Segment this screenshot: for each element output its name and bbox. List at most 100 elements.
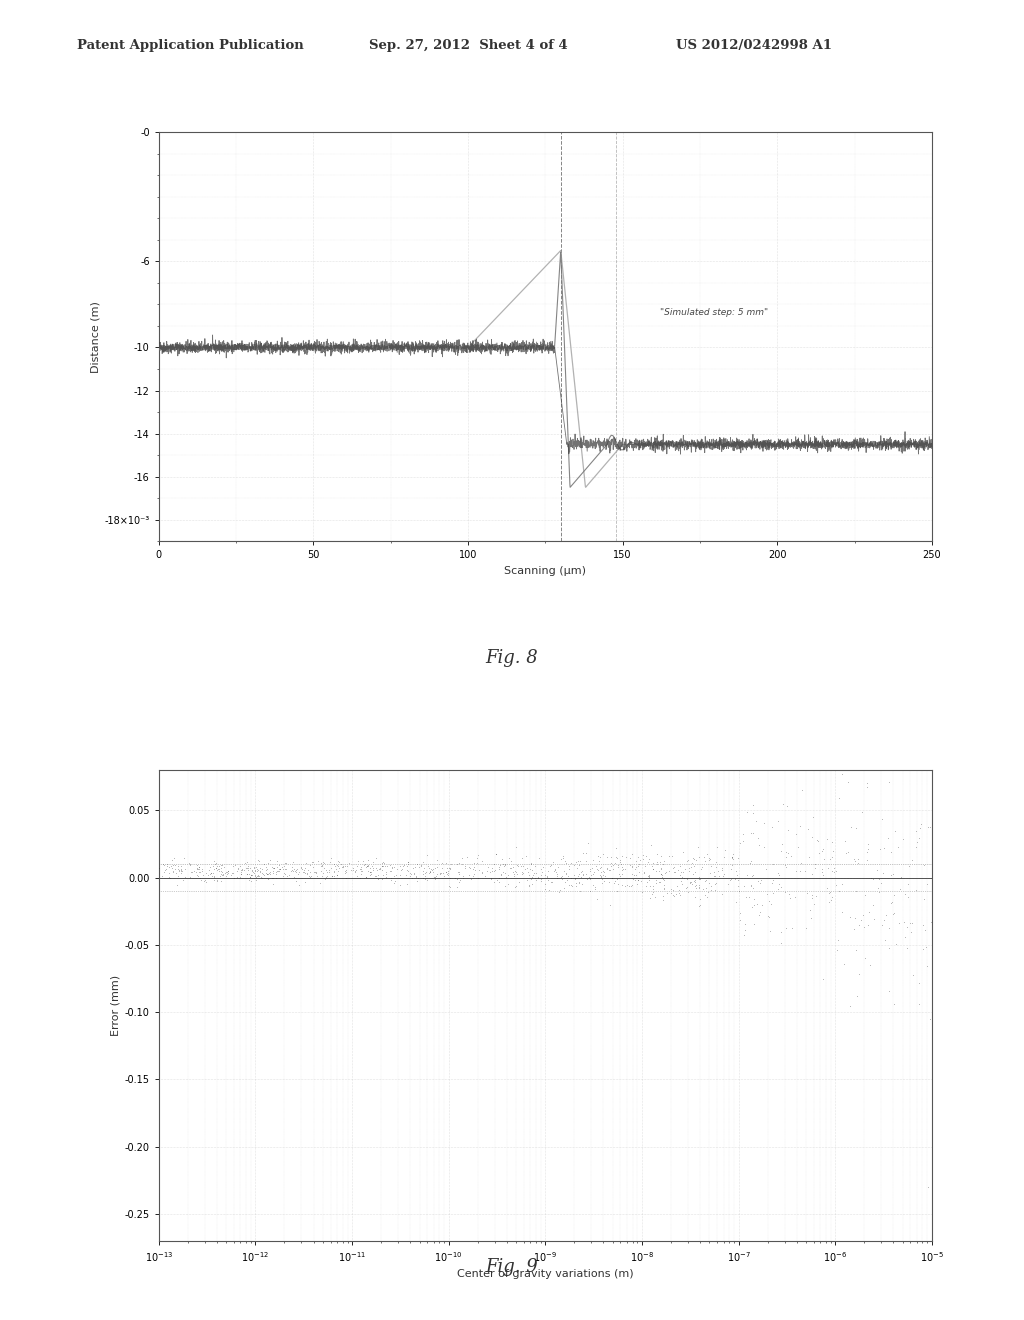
Point	[791, 836, 807, 857]
Point	[699, 886, 716, 907]
Point	[588, 855, 604, 876]
Point	[276, 863, 293, 884]
Point	[814, 969, 830, 990]
Point	[635, 845, 651, 866]
Point	[567, 851, 584, 873]
Point	[191, 861, 208, 882]
Point	[276, 862, 293, 883]
Point	[203, 862, 219, 883]
Point	[827, 743, 844, 764]
Point	[538, 865, 554, 886]
Point	[455, 867, 471, 888]
Point	[547, 859, 563, 880]
Point	[641, 875, 657, 896]
Point	[354, 861, 371, 882]
Point	[804, 863, 820, 884]
Point	[208, 853, 224, 874]
Point	[348, 855, 365, 876]
Point	[326, 853, 342, 874]
Point	[708, 851, 724, 873]
Point	[275, 859, 292, 880]
Point	[651, 871, 668, 892]
Point	[429, 849, 445, 870]
Point	[586, 862, 602, 883]
Point	[557, 853, 573, 874]
Point	[753, 873, 769, 894]
Point	[815, 849, 831, 870]
Point	[469, 843, 485, 865]
Point	[265, 862, 282, 883]
Point	[763, 894, 779, 915]
Point	[603, 853, 620, 874]
Point	[883, 892, 899, 913]
Point	[601, 894, 617, 915]
Point	[210, 858, 226, 879]
Point	[303, 865, 319, 886]
Point	[849, 985, 865, 1006]
Point	[743, 851, 760, 873]
Point	[589, 858, 605, 879]
Point	[416, 857, 432, 878]
Point	[447, 867, 464, 888]
Point	[205, 855, 221, 876]
Point	[824, 886, 841, 907]
Point	[706, 866, 722, 887]
Point	[296, 859, 312, 880]
Point	[319, 861, 336, 882]
Point	[687, 870, 703, 891]
Point	[372, 858, 388, 879]
Point	[737, 887, 754, 908]
Point	[190, 855, 207, 876]
Point	[652, 845, 669, 866]
Point	[259, 863, 275, 884]
Point	[915, 913, 932, 935]
Point	[682, 873, 698, 894]
Point	[763, 873, 779, 894]
Point	[843, 817, 859, 838]
Point	[804, 884, 820, 906]
Point	[727, 869, 743, 890]
Point	[594, 869, 610, 890]
Point	[261, 863, 278, 884]
Point	[466, 859, 482, 880]
Point	[286, 866, 302, 887]
Y-axis label: Distance (m): Distance (m)	[90, 301, 100, 372]
Point	[250, 865, 266, 886]
Point	[426, 866, 442, 887]
Point	[289, 858, 305, 879]
Point	[814, 858, 830, 879]
Point	[639, 871, 655, 892]
Point	[673, 871, 689, 892]
Point	[296, 862, 312, 883]
Point	[439, 858, 456, 879]
Point	[651, 861, 668, 882]
Point	[861, 902, 878, 923]
Point	[837, 830, 853, 851]
Point	[674, 874, 690, 895]
Point	[897, 883, 913, 904]
Point	[751, 904, 767, 925]
Point	[202, 863, 218, 884]
Point	[486, 854, 503, 875]
Point	[622, 855, 638, 876]
Point	[268, 867, 285, 888]
Point	[422, 862, 438, 883]
Point	[411, 857, 427, 878]
Point	[770, 862, 786, 883]
Point	[662, 861, 678, 882]
Point	[683, 853, 699, 874]
Point	[244, 865, 260, 886]
Point	[527, 855, 544, 876]
Point	[843, 906, 859, 927]
Point	[331, 858, 347, 879]
Point	[329, 865, 345, 886]
Point	[440, 865, 457, 886]
Point	[565, 854, 582, 875]
Point	[328, 858, 344, 879]
Point	[492, 869, 508, 890]
Point	[355, 850, 372, 871]
Point	[324, 865, 340, 886]
Point	[804, 888, 820, 909]
Point	[495, 862, 511, 883]
Point	[595, 843, 611, 865]
